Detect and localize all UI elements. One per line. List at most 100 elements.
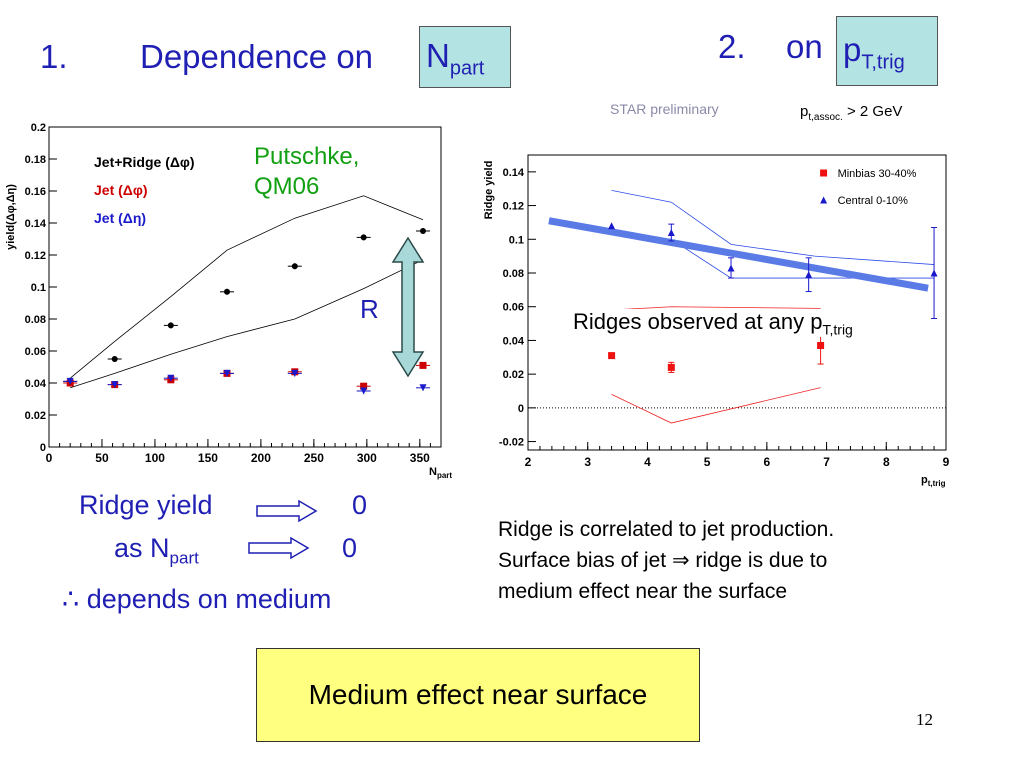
plot2-point — [667, 363, 675, 371]
plot1-xtick-label: 0 — [46, 451, 53, 465]
r-double-arrow — [391, 236, 425, 378]
ridges-observed-text: Ridges observed at any p — [573, 309, 823, 334]
putschke-line-2: QM06 — [254, 173, 320, 200]
summary-text: Medium effect near surface — [308, 679, 648, 710]
as-npart-label: as Npart — [114, 533, 199, 568]
plot1-ytick-label: 0.12 — [25, 250, 46, 262]
implies-arrow-icon: ⇒ — [671, 549, 690, 572]
ridge-yield-value: 0 — [352, 490, 368, 520]
plot2-point — [805, 271, 813, 279]
title-1-box-text: N — [426, 37, 450, 74]
plot1-ytick-label: 0.08 — [25, 314, 46, 326]
title-2-text: on — [786, 28, 823, 65]
title-1-box: Npart — [419, 26, 511, 88]
plot1-ytick-label: 0.1 — [31, 282, 46, 294]
plot2-xtick-label: 8 — [883, 455, 890, 469]
page-number: 12 — [916, 710, 933, 729]
plot1-xtick-label: 100 — [145, 451, 165, 465]
plot1-point — [167, 374, 175, 382]
conclusion-line-2: Surface bias of jet ⇒ ridge is due to — [498, 545, 834, 576]
plot2-point — [817, 341, 825, 349]
title-1-text: Dependence on — [140, 38, 374, 75]
as-npart-value: 0 — [342, 533, 358, 563]
plot1-point — [360, 387, 368, 395]
plot1-ytick-label: 0.06 — [25, 346, 46, 358]
plot1-point — [66, 377, 74, 385]
plot2-point — [608, 222, 616, 230]
plot1-xtick-label: 200 — [251, 451, 271, 465]
conclusion-line-2-b: ridge is due to — [695, 549, 828, 572]
plot1-point — [360, 382, 368, 390]
therefore-icon: ∴ — [62, 584, 80, 614]
plot1-ytick-label: 0.2 — [31, 122, 46, 134]
plot1-band-upper — [69, 195, 424, 379]
summary-box: Medium effect near surface — [256, 648, 700, 742]
plot1-xtick-label: 50 — [95, 451, 109, 465]
plot2-xtick-label: 5 — [704, 455, 711, 469]
title-1-box-sub: part — [449, 57, 485, 80]
depends-text: depends on medium — [86, 584, 332, 614]
plot1-point — [111, 381, 119, 389]
plot1-xtick-label: 250 — [304, 451, 324, 465]
plot2-xtick-label: 7 — [823, 455, 830, 469]
plot2-ytick-label: -0.02 — [499, 437, 524, 449]
plot1-legend-entry: Jet+Ridge (Δφ) — [94, 154, 195, 170]
plot2-xlabel: pt,trig — [921, 474, 946, 488]
plot1-point — [223, 369, 231, 377]
as-npart-sub: part — [169, 548, 199, 568]
plot1-point — [223, 288, 230, 295]
plot2-xtick-label: 6 — [764, 455, 771, 469]
conclusion-line-2-a: Surface bias of jet — [498, 549, 667, 572]
plot2-trend-line — [548, 217, 929, 292]
depends-line: ∴ depends on medium — [62, 584, 331, 615]
plot1-xtick-label: 300 — [357, 451, 377, 465]
star-preliminary: STAR preliminary — [610, 101, 719, 117]
plot2-band-blue-upper — [611, 190, 935, 265]
r-label: R — [360, 294, 379, 324]
plot1-legend-entry: Jet (Δη) — [94, 210, 146, 226]
plot2-point — [667, 229, 675, 237]
plot2-ytick-label: 0.08 — [503, 268, 524, 280]
plot1-legend-entry: Jet (Δφ) — [94, 182, 148, 198]
plot2-ytick-label: 0.1 — [509, 234, 524, 246]
plot1-ytick-label: 0.18 — [25, 154, 46, 166]
plot2-xtick-label: 3 — [584, 455, 591, 469]
ridge-yield-label: Ridge yield — [79, 490, 213, 520]
putschke-line-1: Putschke, — [254, 143, 360, 170]
plot2-ytick-label: 0.14 — [503, 167, 525, 179]
plot1-point — [419, 361, 427, 369]
title-2-box-text: p — [843, 31, 862, 68]
conclusion-line-3: medium effect near the surface — [498, 580, 788, 603]
title-1-number: 1. — [40, 38, 68, 75]
plot2-band-red-lower — [611, 387, 821, 424]
plot1-band-lower — [70, 259, 424, 389]
as-npart-text: as N — [114, 533, 170, 563]
plot1-point — [291, 263, 298, 270]
plot1-xlabel: Npart — [429, 466, 452, 480]
pt-assoc-sub: t,assoc. — [808, 112, 843, 123]
plot2-point — [930, 269, 938, 277]
pt-trig-dependence-plot: 2 3 4 5 6 7 8 9 -0.02 0 0.02 0.04 0.06 0.08 0.1 0.12 0.1… — [483, 154, 950, 488]
plot1-point — [111, 356, 118, 362]
npart-dependence-plot: 0 50 100 150 200 250 300 350 0 0.02 0.04 0.06 0.08 0.… — [5, 122, 452, 480]
plot1-ytick-label: 0 — [40, 442, 46, 454]
ridges-observed-annotation: Ridges observed at any pT,trig — [573, 309, 853, 338]
ridges-observed-sub: T,trig — [822, 321, 853, 338]
plot2-ytick-label: 0.04 — [503, 335, 525, 347]
plot1-ylabel: yield(Δφ,Δη) — [5, 184, 17, 250]
plot1-ytick-label: 0.16 — [25, 186, 46, 198]
plot1-point — [360, 234, 367, 241]
plot1-ytick-label: 0.04 — [25, 378, 47, 390]
plot2-ylabel: Ridge yield — [483, 161, 495, 220]
plot2-ytick-label: 0.12 — [503, 201, 524, 213]
plot2-point — [727, 264, 735, 272]
as-npart-arrow-icon — [248, 536, 310, 560]
plot2-band-red-upper — [611, 306, 821, 311]
ridge-yield-arrow-icon — [256, 499, 318, 523]
putschke-annotation: Putschke, QM06 — [254, 142, 359, 202]
title-2-box-sub: T,trig — [861, 51, 905, 74]
plot2-ytick-label: 0.06 — [503, 302, 524, 314]
plot1-ytick-label: 0.14 — [25, 218, 47, 230]
plot1-point — [167, 322, 174, 329]
plot1-point — [419, 228, 426, 234]
